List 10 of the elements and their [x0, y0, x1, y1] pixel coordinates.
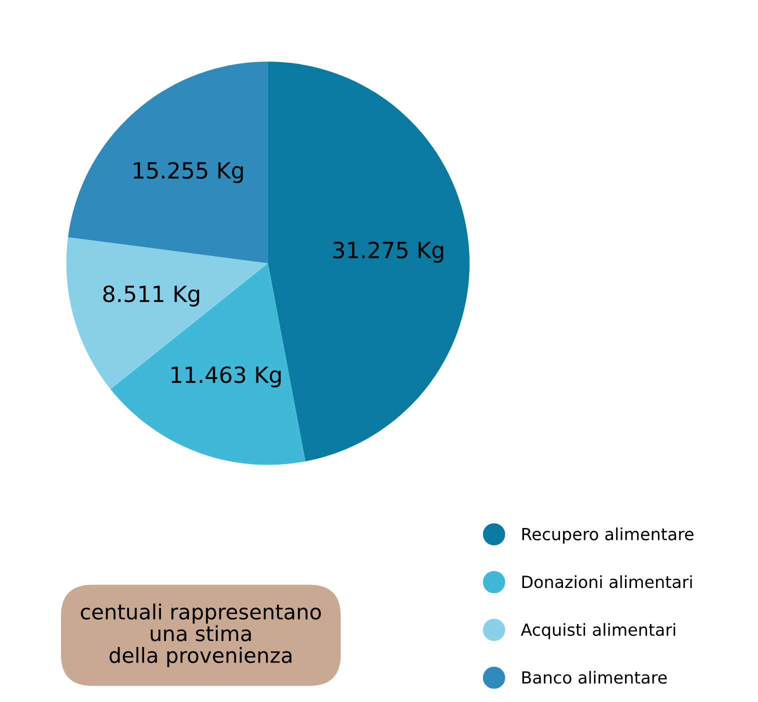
legend-label: Banco alimentare [522, 670, 667, 684]
data-label: 8.511 Kg [103, 285, 200, 307]
data-label: 31.275 Kg [333, 242, 444, 263]
data-label: 11.463 Kg [172, 366, 281, 388]
text: centuali rappresentano una stima della provenienza [80, 603, 321, 668]
legend-label: Recupero alimentare [522, 527, 694, 544]
legend-label: Donazioni alimentari [522, 575, 692, 588]
pie-slice [68, 62, 268, 264]
data-label: 15.255 Kg [134, 162, 243, 184]
legend-label: Acquisti alimentari [520, 623, 676, 640]
